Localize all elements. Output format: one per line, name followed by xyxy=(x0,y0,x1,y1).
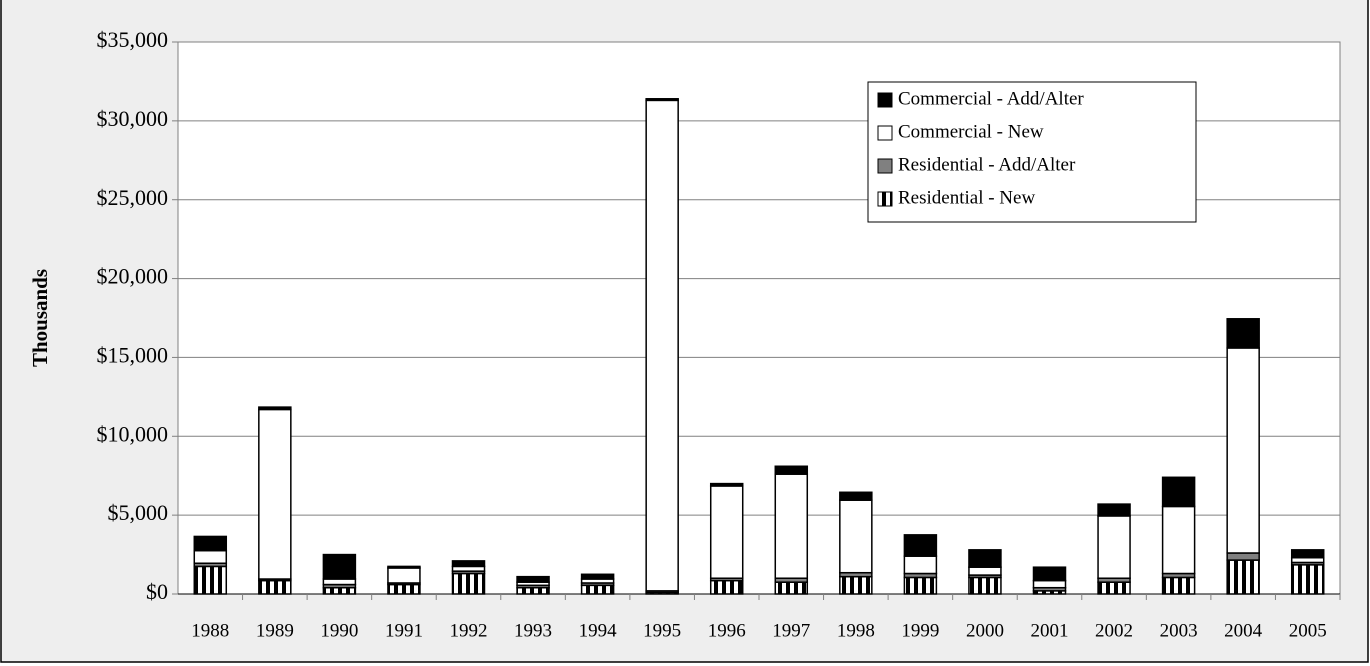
x-tick-label: 2003 xyxy=(1160,620,1198,641)
bar-segment xyxy=(774,581,809,595)
bar-segment xyxy=(903,534,938,557)
bar-segment xyxy=(322,578,357,586)
bar-segment xyxy=(839,499,873,574)
x-tick-label: 2002 xyxy=(1095,620,1133,641)
y-tick-label: $25,000 xyxy=(97,185,169,210)
bar-segment xyxy=(516,586,550,595)
x-tick-label: 1989 xyxy=(256,620,294,641)
bar-segment xyxy=(1290,564,1325,595)
y-tick-label: $10,000 xyxy=(97,421,169,446)
bar-segment xyxy=(322,553,357,580)
bar-segment xyxy=(709,485,744,579)
bar-segment xyxy=(193,565,228,595)
bar-segment xyxy=(258,408,292,580)
legend-label: Commercial - New xyxy=(898,121,1044,142)
bar-segment xyxy=(258,579,292,595)
bar-segment xyxy=(1226,552,1260,561)
bar-segment xyxy=(1097,515,1131,579)
bar-segment xyxy=(387,567,421,584)
bar-segment xyxy=(968,576,1002,595)
bar-segment xyxy=(709,482,744,487)
x-tick-label: 1995 xyxy=(643,620,681,641)
bar-segment xyxy=(774,473,809,579)
x-tick-label: 1999 xyxy=(901,620,939,641)
y-tick-label: $35,000 xyxy=(97,27,169,52)
x-tick-label: 1990 xyxy=(320,620,358,641)
legend-label: Commercial - Add/Alter xyxy=(898,88,1084,109)
bar-segment xyxy=(1226,318,1260,349)
bar-segment xyxy=(1032,579,1067,589)
bar-segment xyxy=(1097,503,1131,517)
bar-segment xyxy=(193,535,228,552)
bar-segment xyxy=(1226,559,1260,595)
bar-segment xyxy=(580,573,615,580)
bar-segment xyxy=(193,549,228,564)
x-tick-label: 1996 xyxy=(708,620,746,641)
bar-segment xyxy=(1097,581,1131,595)
bar-segment xyxy=(387,583,421,595)
y-tick-label: $20,000 xyxy=(97,264,169,289)
x-tick-label: 1992 xyxy=(450,620,488,641)
bar-segment xyxy=(903,576,938,595)
legend-box xyxy=(867,81,1197,223)
legend-swatch xyxy=(877,191,893,207)
x-tick-label: 1997 xyxy=(772,620,810,641)
bar-segment xyxy=(580,584,615,595)
bar-segment xyxy=(322,586,357,595)
bar-segment xyxy=(258,406,292,411)
bar-segment xyxy=(1290,549,1325,559)
y-tick-label: $0 xyxy=(146,579,168,604)
x-tick-label: 2005 xyxy=(1289,620,1327,641)
x-tick-label: 1993 xyxy=(514,620,552,641)
bar-segment xyxy=(903,555,938,575)
bar-segment xyxy=(387,565,421,569)
bar-segment xyxy=(516,575,550,583)
x-tick-label: 1994 xyxy=(579,620,618,641)
x-tick-label: 1988 xyxy=(191,620,229,641)
bar-segment xyxy=(774,465,809,475)
x-tick-label: 1991 xyxy=(385,620,423,641)
bar-segment xyxy=(645,98,679,102)
bar-segment xyxy=(968,566,1002,576)
bar-segment xyxy=(1032,566,1067,582)
legend-swatch xyxy=(877,125,893,141)
x-tick-label: 2000 xyxy=(966,620,1004,641)
y-axis-label: Thousands xyxy=(28,269,52,367)
x-tick-label: 2004 xyxy=(1224,620,1263,641)
legend-label: Residential - Add/Alter xyxy=(898,154,1076,175)
bar-segment xyxy=(1161,576,1196,595)
bar-segment xyxy=(839,491,873,501)
bar-segment xyxy=(451,560,486,568)
legend-swatch xyxy=(877,92,893,108)
bar-segment xyxy=(1161,505,1196,575)
bar-segment xyxy=(645,99,679,592)
bar-segment xyxy=(839,575,873,595)
y-tick-label: $30,000 xyxy=(97,106,169,131)
y-tick-label: $15,000 xyxy=(97,342,169,367)
legend-label: Residential - New xyxy=(898,187,1035,208)
x-tick-label: 1998 xyxy=(837,620,875,641)
y-tick-label: $5,000 xyxy=(108,500,169,525)
legend-swatch xyxy=(877,158,893,174)
bar-segment xyxy=(968,549,1002,568)
bar-segment xyxy=(709,579,744,595)
x-tick-label: 2001 xyxy=(1031,620,1069,641)
bar-segment xyxy=(451,572,486,595)
bar-segment xyxy=(1161,476,1196,508)
bar-segment xyxy=(1226,347,1260,554)
